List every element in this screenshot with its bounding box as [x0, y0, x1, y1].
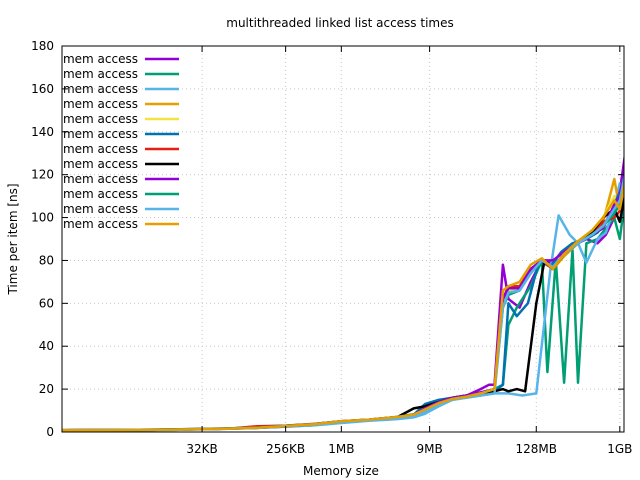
series-line-3 [62, 181, 624, 432]
y-tick-label: 20 [39, 382, 54, 396]
legend-label-7: mem access [63, 142, 138, 156]
y-tick-label: 160 [31, 82, 54, 96]
legend-label-2: mem access [63, 67, 138, 81]
x-axis-ticks: 32KB 256KB 1MB 9MB 128MB 1GB [186, 46, 632, 456]
legend-label-12: mem access [63, 217, 138, 231]
legend-label-1: mem access [63, 52, 138, 66]
legend-label-4: mem access [63, 97, 138, 111]
plot-border [61, 45, 625, 433]
y-tick-label: 100 [31, 211, 54, 225]
legend-label-8: mem access [63, 157, 138, 171]
y-tick-label: 0 [46, 425, 54, 439]
y-tick-label: 60 [39, 296, 54, 310]
x-tick-label: 1MB [328, 442, 354, 456]
x-tick-label: 128MB [516, 442, 558, 456]
legend-label-3: mem access [63, 82, 138, 96]
chart-title: multithreaded linked list access times [226, 16, 453, 30]
y-tick-label: 80 [39, 253, 54, 267]
legend-label-10: mem access [63, 187, 138, 201]
y-axis-ticks: 0 20 40 60 80 100 120 140 160 180 [31, 39, 624, 439]
y-tick-label: 120 [31, 168, 54, 182]
legend-label-5: mem access [63, 112, 138, 126]
legend-label-11: mem access [63, 202, 138, 216]
legend-label-9: mem access [63, 172, 138, 186]
series-lines [62, 152, 624, 432]
x-tick-label: 256KB [266, 442, 305, 456]
x-tick-label: 9MB [416, 442, 442, 456]
y-tick-label: 180 [31, 39, 54, 53]
x-axis-label: Memory size [303, 464, 379, 478]
y-tick-label: 40 [39, 339, 54, 353]
legend-label-6: mem access [63, 127, 138, 141]
y-axis-label: Time per item [ns] [6, 183, 20, 295]
x-tick-label: 32KB [186, 442, 217, 456]
x-tick-label: 1GB [607, 442, 632, 456]
y-tick-label: 140 [31, 125, 54, 139]
series-line-12 [62, 179, 624, 432]
